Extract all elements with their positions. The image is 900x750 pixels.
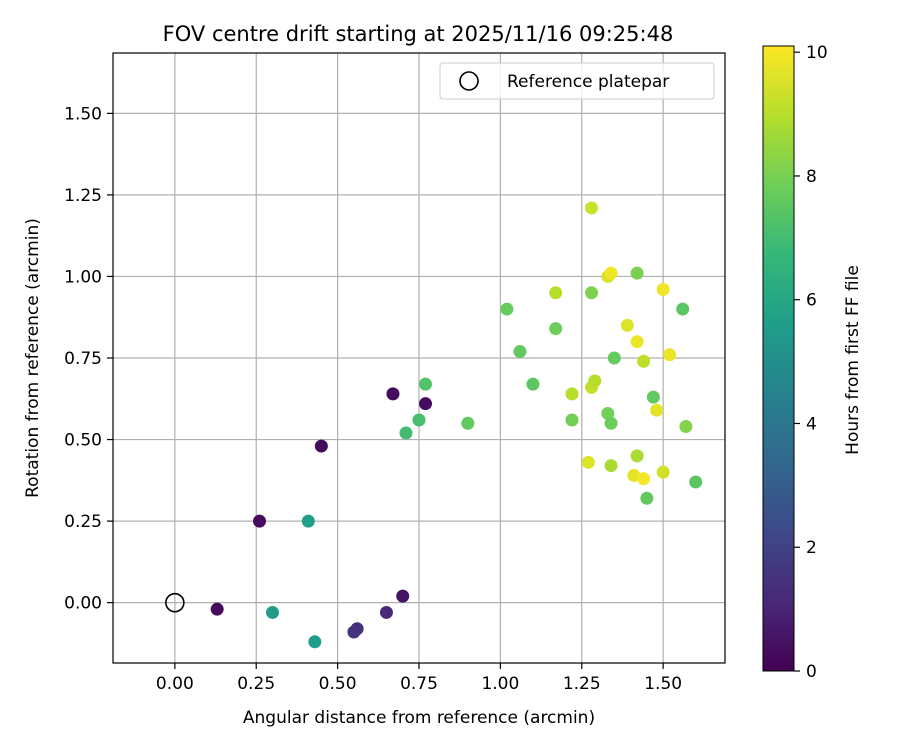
colorbar-tick-label: 0 [806, 662, 817, 682]
data-point [679, 420, 693, 434]
data-point [640, 491, 654, 505]
x-axis-label: Angular distance from reference (arcmin) [243, 708, 595, 728]
data-point [663, 348, 677, 362]
data-point [513, 344, 527, 358]
data-point [301, 514, 315, 528]
data-point [604, 266, 618, 280]
data-point [689, 475, 703, 489]
x-tick-label: 1.00 [481, 674, 519, 694]
colorbar-tick-label: 2 [806, 538, 817, 558]
data-point [656, 282, 670, 296]
data-point [379, 605, 393, 619]
y-tick-label: 1.00 [64, 267, 102, 287]
chart-title: FOV centre drift starting at 2025/11/16 … [163, 22, 674, 46]
data-point [565, 387, 579, 401]
colorbar-scale [762, 45, 795, 672]
data-point [620, 318, 634, 332]
colorbar-tick-label: 6 [806, 291, 817, 311]
x-tick-label: 0.50 [319, 674, 357, 694]
data-point [396, 589, 410, 603]
legend: Reference platepar [439, 62, 715, 100]
data-point [252, 514, 266, 528]
scatter-points [210, 201, 703, 649]
data-point [419, 397, 433, 411]
data-point [604, 459, 618, 473]
data-point [347, 625, 361, 639]
legend-box [439, 62, 715, 100]
y-tick-label: 0.75 [64, 349, 102, 369]
data-point [210, 602, 224, 616]
y-tick-label: 1.25 [64, 186, 102, 206]
data-point [412, 413, 426, 427]
data-point [627, 468, 641, 482]
colorbar: 0 2 4 6 8 10 Hours from first FF file [762, 43, 863, 682]
y-tick-label: 1.50 [64, 104, 102, 124]
data-point [565, 413, 579, 427]
data-point [676, 302, 690, 316]
data-point [601, 406, 615, 420]
colorbar-ticks: 0 2 4 6 8 10 [794, 43, 828, 682]
x-tick-label: 0.25 [237, 674, 275, 694]
grid [113, 53, 725, 663]
data-point [646, 390, 660, 404]
y-tick-label: 0.25 [64, 512, 102, 532]
data-point [585, 286, 599, 300]
data-point [650, 403, 664, 417]
data-point [419, 377, 433, 391]
data-point [581, 455, 595, 469]
data-point [585, 201, 599, 215]
data-point [461, 416, 475, 430]
data-point [549, 286, 563, 300]
data-point [500, 302, 514, 316]
data-point [604, 416, 618, 430]
data-point [526, 377, 540, 391]
data-point [386, 387, 400, 401]
legend-label: Reference platepar [507, 72, 669, 92]
x-axis-ticks: 0.00 0.25 0.50 0.75 1.00 1.25 1.50 [156, 663, 682, 694]
x-tick-label: 1.50 [644, 674, 682, 694]
data-point [607, 351, 621, 365]
data-point [314, 439, 328, 453]
data-point [630, 266, 644, 280]
data-point [637, 472, 651, 486]
colorbar-tick-label: 10 [806, 43, 828, 63]
reference-marker [165, 592, 185, 613]
data-point [399, 426, 413, 440]
data-point [656, 465, 670, 479]
data-point [588, 374, 602, 388]
data-point [549, 322, 563, 336]
legend-reference-marker [459, 71, 479, 91]
y-axis-ticks: 0.00 0.25 0.50 0.75 1.00 1.25 1.50 [64, 104, 113, 614]
colorbar-tick-label: 4 [806, 414, 817, 434]
y-axis-label: Rotation from reference (arcmin) [23, 218, 43, 498]
data-point [637, 354, 651, 368]
x-tick-label: 1.25 [563, 674, 601, 694]
data-point [266, 605, 280, 619]
x-tick-label: 0.00 [156, 674, 194, 694]
y-tick-label: 0.50 [64, 431, 102, 451]
colorbar-label: Hours from first FF file [843, 265, 863, 455]
y-tick-label: 0.00 [64, 594, 102, 614]
x-tick-label: 0.75 [400, 674, 438, 694]
data-point [630, 335, 644, 349]
data-point [630, 449, 644, 463]
colorbar-tick-label: 8 [806, 167, 817, 187]
data-point [308, 635, 322, 649]
